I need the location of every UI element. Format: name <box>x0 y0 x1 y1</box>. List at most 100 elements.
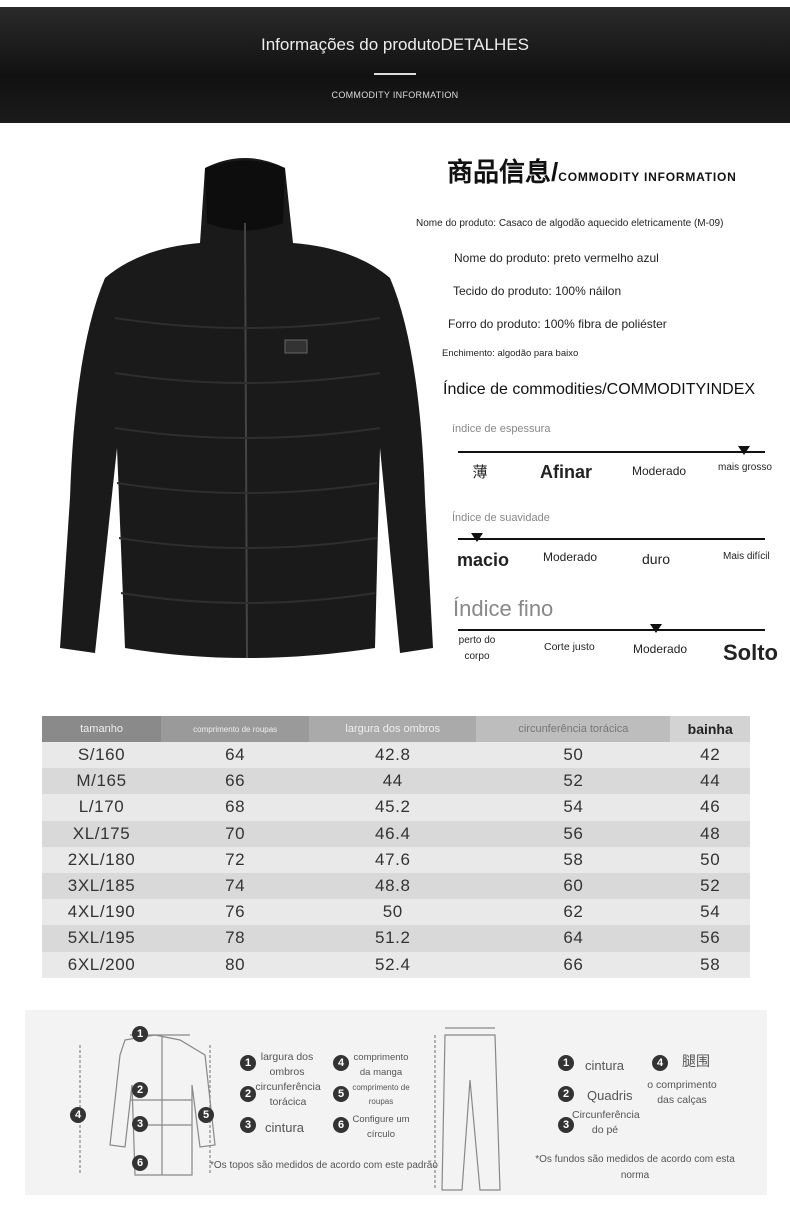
tops-legend: circunferência torácica <box>255 1081 321 1108</box>
table-row: 3XL/185 74 48.8 60 52 <box>42 872 750 900</box>
fit-option: perto do corpo <box>458 635 496 662</box>
thickness-marker <box>738 446 750 455</box>
marker-4: 4 <box>70 1107 86 1123</box>
table-row: S/160 64 42.8 50 42 <box>42 742 750 769</box>
table-cell: 3XL/185 <box>42 872 162 900</box>
column-header: tamanho <box>42 716 162 742</box>
column-header: circunferência torácica <box>476 716 671 742</box>
table-row: M/165 66 44 52 44 <box>42 768 750 795</box>
marker-1: 1 <box>132 1026 148 1042</box>
bottoms-legend: Circunferência do pé <box>572 1109 640 1136</box>
legend-num: 2 <box>558 1086 574 1102</box>
table-cell: XL/175 <box>42 820 162 847</box>
table-cell: 80 <box>161 951 310 978</box>
banner-title: Informações do produtoDETALHES <box>260 35 530 54</box>
table-row: L/170 68 45.2 54 46 <box>42 794 750 821</box>
table-cell: 5XL/195 <box>42 925 162 952</box>
bottoms-legend: cintura <box>585 1058 625 1073</box>
product-filling-line: Enchimento: algodão para baixo <box>442 348 579 359</box>
product-color-line: Nome do produto: preto vermelho azul <box>454 251 659 265</box>
table-cell: 51.2 <box>309 925 477 952</box>
bottoms-legend: Quadris <box>587 1088 633 1103</box>
table-row: 2XL/180 72 47.6 58 50 <box>42 846 750 873</box>
softness-marker <box>471 533 483 542</box>
table-cell: 48 <box>670 820 750 847</box>
heading-en: COMMODITY INFORMATION <box>558 170 737 184</box>
fit-marker <box>650 624 662 633</box>
banner-divider <box>374 73 416 75</box>
tops-legend: comprimento de roupas <box>352 1083 410 1106</box>
fit-track <box>458 629 765 631</box>
table-cell: 58 <box>476 846 671 873</box>
fit-option: Moderado <box>633 642 688 656</box>
column-header: largura dos ombros <box>309 716 477 742</box>
fit-option: Solto <box>723 640 778 665</box>
table-cell: M/165 <box>42 768 162 795</box>
legend-num: 2 <box>240 1086 256 1102</box>
softness-track <box>458 538 765 540</box>
tops-legend: cintura <box>265 1120 305 1135</box>
table-cell: 50 <box>476 742 671 769</box>
table-row: 6XL/200 80 52.4 66 58 <box>42 951 750 978</box>
thickness-option: mais grosso <box>718 462 772 473</box>
product-name-line: Nome do produto: Casaco de algodão aquec… <box>416 218 724 229</box>
softness-label: Índice de suavidade <box>452 512 550 524</box>
legend-num: 3 <box>558 1117 574 1133</box>
softness-option: Moderado <box>543 550 598 564</box>
table-row: XL/175 70 46.4 56 48 <box>42 820 750 847</box>
softness-option: Mais difícil <box>723 551 770 562</box>
legend-num: 5 <box>333 1086 349 1102</box>
marker-6: 6 <box>132 1155 148 1171</box>
commodity-info-heading: 商品信息/COMMODITY INFORMATION <box>447 152 737 189</box>
bottoms-legend: o comprimento das calças <box>647 1079 717 1106</box>
table-cell: 66 <box>476 951 671 978</box>
table-cell: 66 <box>161 768 310 795</box>
legend-num: 4 <box>333 1055 349 1071</box>
table-cell: L/170 <box>42 794 162 821</box>
table-row: 5XL/195 78 51.2 64 56 <box>42 925 750 952</box>
table-cell: 45.2 <box>309 794 477 821</box>
column-header: bainha <box>670 716 750 742</box>
table-cell: 50 <box>670 846 750 873</box>
thickness-label: índice de espessura <box>452 423 551 435</box>
legend-num: 1 <box>558 1055 574 1071</box>
tops-legend: Configure um círculo <box>352 1114 410 1140</box>
table-cell: 62 <box>476 899 671 926</box>
softness-option: duro <box>642 551 671 567</box>
jacket-image <box>60 158 433 659</box>
table-cell: 56 <box>476 820 671 847</box>
table-cell: S/160 <box>42 742 162 769</box>
thickness-option: Afinar <box>540 462 593 482</box>
table-cell: 68 <box>161 794 310 821</box>
table-cell: 72 <box>161 846 310 873</box>
marker-2: 2 <box>132 1082 148 1098</box>
table-cell: 2XL/180 <box>42 846 162 873</box>
measurement-guide: 1 2 3 4 5 6 1 largura dos ombros 2 circu… <box>25 1010 767 1195</box>
column-header: comprimento de roupas <box>161 716 310 742</box>
table-cell: 44 <box>670 768 750 795</box>
table-cell: 42 <box>670 742 750 769</box>
fit-label: Índice fino <box>453 596 554 621</box>
size-table-header: tamanho comprimento de roupas largura dos … <box>42 716 750 742</box>
table-cell: 6XL/200 <box>42 951 162 978</box>
table-cell: 44 <box>309 768 477 795</box>
marker-3: 3 <box>132 1116 148 1132</box>
size-table: tamanho comprimento de roupas largura dos … <box>42 716 750 978</box>
thickness-track <box>458 451 765 453</box>
product-lining-line: Forro do produto: 100% fibra de poliéste… <box>448 317 667 331</box>
table-cell: 46.4 <box>309 820 477 847</box>
table-cell: 74 <box>161 872 310 900</box>
table-cell: 54 <box>670 899 750 926</box>
bottoms-note: *Os fundos são medidos de acordo com est… <box>535 1154 735 1181</box>
product-fabric-line: Tecido do produto: 100% náilon <box>453 284 622 298</box>
tops-note: *Os topos são medidos de acordo com este… <box>210 1160 438 1171</box>
table-row: 4XL/190 76 50 62 54 <box>42 899 750 926</box>
tops-legend: comprimento da manga <box>353 1052 409 1078</box>
table-cell: 47.6 <box>309 846 477 873</box>
table-cell: 64 <box>476 925 671 952</box>
table-cell: 52 <box>670 872 750 900</box>
pants-diagram <box>434 1027 501 1191</box>
table-cell: 48.8 <box>309 872 477 900</box>
table-cell: 60 <box>476 872 671 900</box>
table-cell: 56 <box>670 925 750 952</box>
